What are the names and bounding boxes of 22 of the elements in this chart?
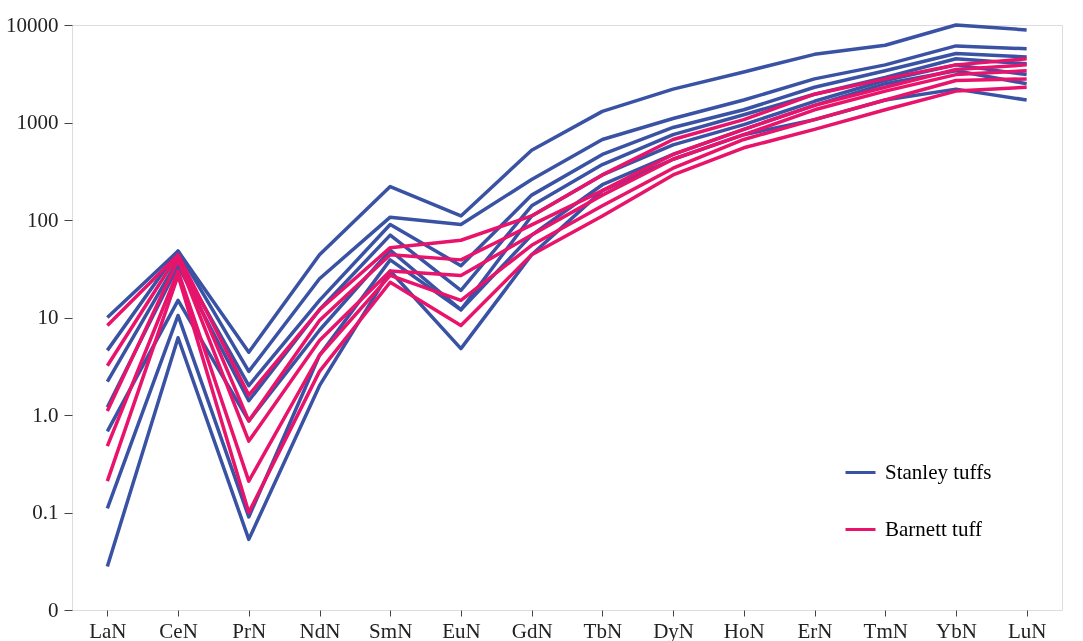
y-tick-label: 1.0 <box>32 402 59 427</box>
x-tick-label: LuN <box>1007 618 1047 641</box>
x-tick-label: PrN <box>232 618 267 641</box>
x-tick-label: NdN <box>299 618 341 641</box>
x-tick-label: CeN <box>159 618 198 641</box>
x-tick-label: GdN <box>511 618 553 641</box>
x-tick-label: LaN <box>89 618 127 641</box>
x-tick-label: SmN <box>369 618 413 641</box>
x-tick-label: TmN <box>863 618 908 641</box>
y-tick-label: 10000 <box>6 12 59 37</box>
x-tick-label: TbN <box>583 618 623 641</box>
legend-label: Barnett tuff <box>885 516 983 541</box>
x-tick-label: HoN <box>723 618 765 641</box>
y-tick-label: 1000 <box>16 110 59 134</box>
legend-label: Stanley tuffs <box>885 459 992 484</box>
y-tick-label: 10 <box>37 305 59 329</box>
y-tick-label: 0.1 <box>32 500 59 524</box>
x-tick-label: EuN <box>442 618 481 641</box>
y-tick-label: 0 <box>48 597 59 622</box>
y-tick-label: 100 <box>27 207 59 232</box>
x-tick-label: YbN <box>936 618 977 641</box>
x-tick-label: ErN <box>797 618 833 641</box>
